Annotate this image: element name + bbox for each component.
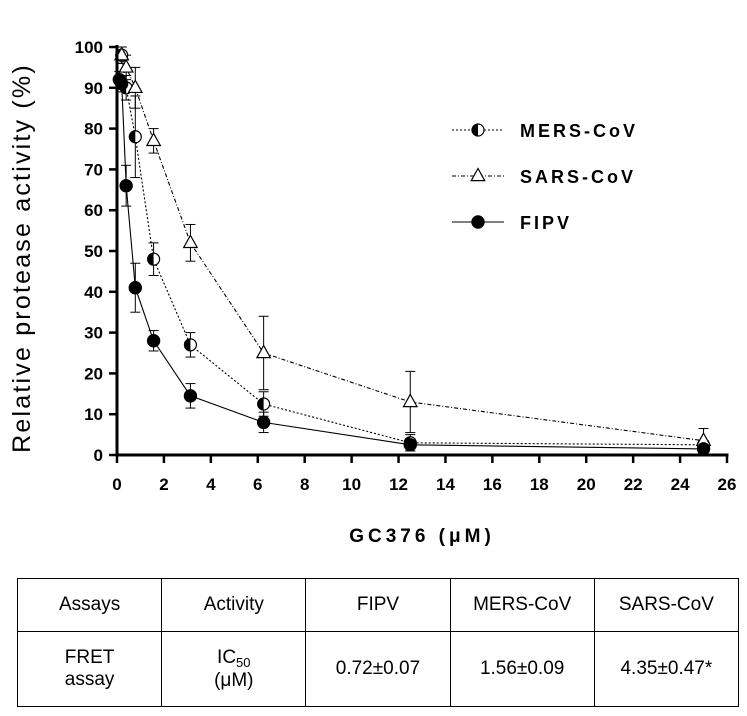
y-tick-label-60: 60 — [84, 201, 103, 220]
y-tick-label-70: 70 — [84, 160, 103, 179]
table-row: FRET assay IC50 (μM) 0.72±0.07 1.56±0.09… — [16, 631, 740, 707]
data-point-mers-cov-2 — [128, 130, 142, 144]
x-tick-label-26: 26 — [718, 475, 737, 494]
cell-activity: IC50 (μM) — [161, 631, 307, 707]
y-tick-label-80: 80 — [84, 120, 103, 139]
header-activity: Activity — [161, 578, 307, 632]
legend-marker-fipv — [471, 215, 485, 229]
x-tick-label-10: 10 — [342, 475, 361, 494]
data-point-mers-cov-5 — [257, 397, 271, 411]
legend-marker-mers-cov — [471, 123, 485, 137]
data-point-fipv-5 — [183, 389, 198, 403]
cell-sars-ic50: 4.35±0.47* — [593, 631, 740, 707]
data-point-fipv-2 — [119, 179, 133, 193]
data-point-sars-cov-1 — [118, 58, 134, 73]
header-fipv: FIPV — [305, 578, 451, 632]
data-point-fipv-4 — [146, 334, 161, 348]
header-mers: MERS-CoV — [449, 578, 595, 632]
assay-line2: assay — [64, 669, 115, 690]
x-tick-label-20: 20 — [577, 475, 596, 494]
x-tick-label-2: 2 — [159, 475, 168, 494]
activity-ic: IC — [217, 646, 237, 668]
data-point-sars-cov-4 — [182, 234, 199, 249]
legend-item-fipv: FIPV — [452, 213, 572, 233]
y-axis-title: Relative protease activity (%) — [8, 63, 36, 453]
series-line-mers-cov — [121, 55, 704, 446]
header-assays: Assays — [16, 578, 163, 632]
table-header-row: Assays Activity FIPV MERS-CoV SARS-CoV — [16, 578, 740, 632]
ic50-summary-table: Assays Activity FIPV MERS-CoV SARS-CoV F… — [16, 578, 740, 707]
cell-mers-ic50: 1.56±0.09 — [449, 631, 595, 707]
x-tick-label-6: 6 — [253, 475, 262, 494]
x-tick-label-8: 8 — [300, 475, 309, 494]
data-point-mers-cov-3 — [147, 252, 161, 266]
x-tick-label-16: 16 — [483, 475, 502, 494]
y-tick-label-40: 40 — [84, 283, 103, 302]
data-point-sars-cov-2 — [127, 79, 144, 94]
cell-assay: FRET assay — [16, 631, 163, 707]
data-point-sars-cov-3 — [145, 132, 162, 147]
x-tick-label-0: 0 — [112, 475, 121, 494]
y-tick-label-10: 10 — [84, 405, 103, 424]
assay-line1: FRET — [64, 647, 115, 668]
y-tick-label-20: 20 — [84, 364, 103, 383]
data-point-fipv-1 — [114, 77, 129, 91]
x-tick-label-22: 22 — [624, 475, 643, 494]
x-tick-label-12: 12 — [389, 475, 408, 494]
legend-item-sars-cov: SARS-CoV — [452, 167, 636, 187]
x-tick-label-24: 24 — [671, 475, 690, 494]
data-point-fipv-3 — [128, 281, 143, 295]
x-tick-label-14: 14 — [436, 475, 455, 494]
data-point-sars-cov-5 — [255, 344, 272, 359]
activity-subscript: 50 — [236, 654, 251, 670]
y-tick-label-90: 90 — [84, 79, 103, 98]
legend-label-mers-cov: MERS-CoV — [520, 121, 638, 141]
legend: MERS-CoV SARS-CoV FIPV — [452, 121, 638, 233]
data-point-sars-cov-6 — [402, 393, 419, 408]
data-point-fipv-8 — [696, 442, 711, 456]
legend-marker-sars-cov — [470, 167, 486, 182]
legend-item-mers-cov: MERS-CoV — [452, 121, 638, 141]
data-point-fipv-7 — [403, 438, 417, 452]
y-tick-label-50: 50 — [84, 242, 103, 261]
activity-unit: (μM) — [214, 669, 254, 691]
y-tick-label-0: 0 — [94, 446, 103, 465]
legend-label-fipv: FIPV — [520, 213, 572, 233]
cell-fipv-ic50: 0.72±0.07 — [305, 631, 451, 707]
x-axis-title: GC376 (μM) — [349, 526, 495, 547]
x-tick-label-18: 18 — [530, 475, 549, 494]
y-tick-label-30: 30 — [84, 324, 103, 343]
data-point-mers-cov-4 — [183, 338, 198, 352]
header-sars: SARS-CoV — [593, 578, 740, 632]
series-line-sars-cov — [121, 55, 704, 442]
data-point-fipv-6 — [256, 415, 271, 430]
legend-label-sars-cov: SARS-CoV — [520, 167, 636, 187]
x-tick-label-4: 4 — [206, 475, 216, 494]
y-tick-label-100: 100 — [75, 38, 103, 57]
